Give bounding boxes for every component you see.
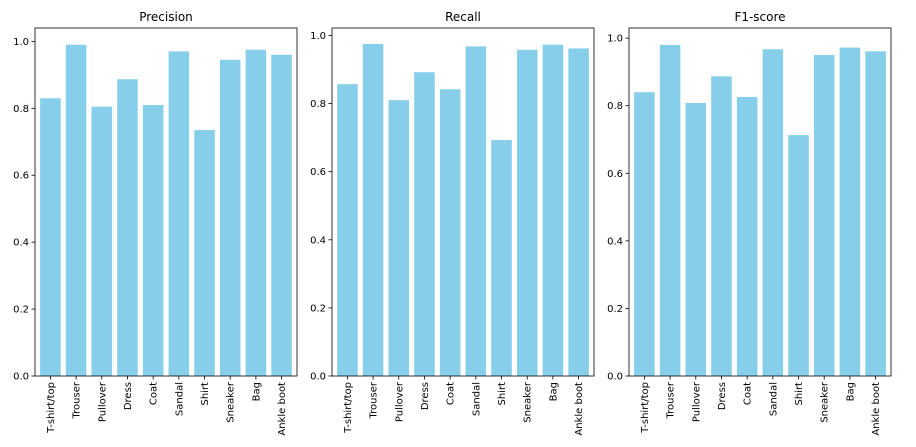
axes-frame [34,27,298,377]
x-tick-label: Trouser [369,381,380,419]
x-tick-label: Bag [845,382,856,401]
x-tick-label: T-shirt/top [46,382,57,434]
chart-title: F1-score [734,10,785,24]
y-tick-label: 0.8 [13,104,29,115]
bar-coat [142,104,164,376]
x-tick-label: Dress [420,382,431,410]
axes-frame [628,27,892,377]
bar-shirt [788,135,809,376]
y-tick-label: 1.0 [310,31,326,42]
x-tick-label: Dress [717,382,728,410]
y-tick-label: 0.2 [310,303,326,314]
x-tick-label: Shirt [794,382,805,406]
bar-t-shirt-top [634,92,655,376]
chart-title: Precision [139,10,193,24]
x-tick-label: Ankle boot [277,382,288,436]
bar-t-shirt-top [337,84,358,376]
bar-t-shirt-top [40,98,61,377]
y-tick-label: 0.6 [310,167,326,178]
bar-dress [414,72,435,376]
precision-chart: Precision 0.0 0.2 0.4 0.6 0.8 1.0 T-shirt/top T… [13,10,298,436]
bar-sneaker [516,49,538,376]
y-tick-label: 0.0 [310,372,326,383]
bar-coat [439,89,461,376]
y-tick-label: 1.0 [13,37,29,48]
x-tick-label: Sandal [768,382,779,416]
x-tick-label: Ankle boot [574,382,585,436]
y-tick-label: 0.8 [607,101,623,112]
x-tick-label: Sneaker [523,381,534,423]
bar-sandal [168,51,190,377]
bar-trouser [362,44,384,377]
x-tick-label: Shirt [497,382,508,406]
x-tick-label: Bag [548,382,559,401]
y-tick-label: 0.8 [310,99,326,110]
y-tick-label: 0.0 [13,372,29,383]
bar-coat [736,96,758,377]
bar-pullover [685,103,707,376]
x-tick-label: Sandal [174,382,185,416]
x-tick-label: T-shirt/top [640,382,651,434]
x-tick-label: Pullover [97,381,108,422]
axes-frame [331,27,595,377]
bar-bag [542,44,564,376]
bar-shirt [491,140,512,376]
bar-pullover [388,100,410,376]
x-tick-label: Shirt [200,382,211,406]
bar-sandal [762,49,784,377]
y-tick-label: 0.4 [13,238,29,249]
y-tick-label: 0.6 [607,169,623,180]
x-tick-label: Trouser [72,381,83,419]
x-tick-label: Coat [743,382,754,405]
bar-ankle-boot [568,48,589,376]
bar-dress [711,76,732,376]
bar-bag [839,47,861,376]
x-tick-label: Bag [251,382,262,401]
bar-bag [245,49,267,376]
x-tick-label: T-shirt/top [343,382,354,434]
y-tick-label: 0.0 [607,372,623,383]
x-tick-label: Sandal [471,382,482,416]
y-tick-label: 0.2 [607,304,623,315]
bar-trouser [659,44,681,377]
bar-ankle-boot [865,51,886,376]
y-tick-label: 0.4 [607,236,623,247]
x-tick-label: Trouser [666,381,677,419]
bar-dress [117,79,138,376]
x-tick-label: Coat [446,382,457,405]
bar-sandal [465,46,487,376]
bar-pullover [91,106,113,376]
x-tick-label: Dress [123,382,134,410]
chart-title: Recall [445,10,481,24]
y-tick-label: 0.4 [310,235,326,246]
bar-trouser [65,44,87,376]
x-tick-label: Coat [149,382,160,405]
x-tick-label: Pullover [691,381,702,422]
bar-shirt [194,130,215,376]
recall-chart: Recall 0.0 0.2 0.4 0.6 0.8 1.0 T-shirt/top Trou… [310,10,595,436]
y-tick-label: 0.6 [13,171,29,182]
x-tick-label: Sneaker [226,381,237,423]
x-tick-label: Ankle boot [871,382,882,436]
bar-sneaker [219,59,241,377]
y-tick-label: 1.0 [607,34,623,45]
bar-ankle-boot [271,54,292,377]
f1-score-chart: F1-score 0.0 0.2 0.4 0.6 0.8 1.0 T-shirt/top Tr… [607,10,892,436]
x-tick-label: Pullover [394,381,405,422]
bar-sneaker [813,55,835,377]
x-tick-label: Sneaker [820,381,831,423]
y-tick-label: 0.2 [13,305,29,316]
